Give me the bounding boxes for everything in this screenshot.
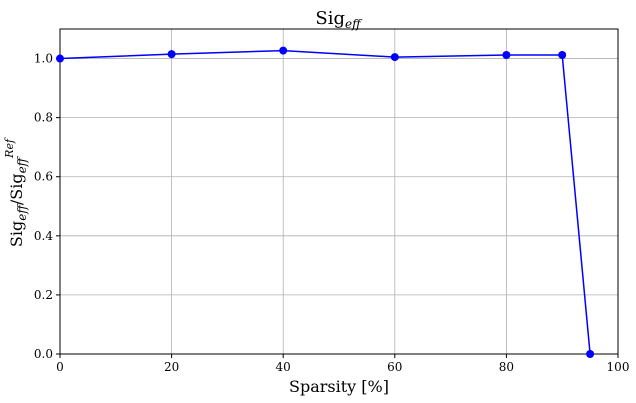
y-tick-label: 0.8	[34, 111, 53, 125]
y-label-part-1: Sig	[7, 221, 26, 247]
x-tick-label: 60	[387, 360, 402, 374]
data-point	[56, 54, 64, 63]
y-axis-label: Sigeff/SigeffRef	[3, 137, 29, 247]
y-tick-label: 0.0	[34, 347, 53, 361]
chart-title-base: Sig	[315, 8, 345, 29]
y-label-subscript-1: eff	[15, 203, 29, 221]
data-point	[279, 46, 288, 55]
x-axis-label: Sparsity [%]	[289, 377, 389, 396]
plot-frame	[59, 28, 619, 355]
data-point	[586, 350, 595, 358]
y-tick-label: 0.4	[34, 229, 53, 243]
data-point	[502, 51, 511, 59]
y-axis-ticks: 0.0 0.2 0.4 0.6 0.8 1.0	[34, 52, 60, 361]
grid	[59, 29, 619, 355]
y-tick-label: 0.6	[34, 170, 53, 184]
series-line	[59, 49, 591, 355]
y-label-subscript-2: eff	[15, 155, 29, 173]
series-group	[56, 46, 595, 358]
x-tick-label: 0	[56, 360, 64, 374]
data-point	[558, 51, 567, 59]
x-tick-label: 100	[607, 360, 630, 374]
data-point	[390, 53, 399, 62]
data-point	[167, 50, 176, 59]
y-label-slash: /	[7, 199, 26, 205]
x-tick-label: 80	[499, 360, 514, 374]
x-axis-ticks: 0 20 40 60 80 100	[56, 354, 629, 374]
x-tick-label: 40	[276, 360, 291, 374]
y-label-superscript: Ref	[3, 137, 16, 159]
x-tick-label: 20	[164, 360, 179, 374]
chart-title: Sigeff	[315, 8, 363, 31]
y-tick-label: 1.0	[34, 52, 53, 66]
y-label-part-2: Sig	[7, 173, 26, 199]
y-tick-label: 0.2	[34, 288, 53, 302]
chart-title-subscript: eff	[345, 17, 363, 31]
